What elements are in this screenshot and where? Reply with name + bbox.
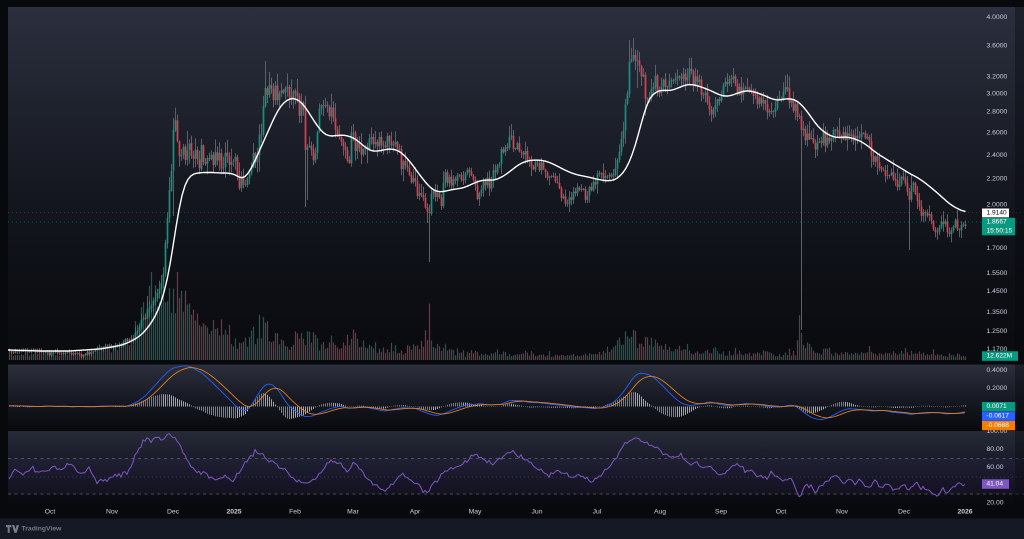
svg-text:May: May [469, 509, 482, 516]
svg-text:3.2000: 3.2000 [987, 74, 1008, 81]
svg-text:2025: 2025 [226, 509, 241, 516]
svg-text:Oct: Oct [45, 509, 56, 516]
svg-text:Nov: Nov [106, 509, 119, 516]
svg-text:3.6000: 3.6000 [987, 43, 1008, 50]
svg-text:1.2500: 1.2500 [987, 328, 1008, 335]
svg-text:1.4500: 1.4500 [987, 288, 1008, 295]
svg-text:Jul: Jul [593, 509, 602, 516]
svg-text:1.3500: 1.3500 [987, 309, 1008, 316]
svg-text:3.0000: 3.0000 [987, 91, 1008, 98]
svg-text:0.4000: 0.4000 [987, 367, 1008, 374]
svg-text:2.2000: 2.2000 [987, 176, 1008, 183]
svg-text:Sep: Sep [715, 509, 727, 516]
svg-text:4.0000: 4.0000 [987, 14, 1008, 21]
svg-text:41.04: 41.04 [987, 481, 1004, 488]
svg-text:-0.0688: -0.0688 [987, 422, 1010, 429]
svg-text:TradingView: TradingView [22, 526, 63, 533]
svg-text:0.2000: 0.2000 [987, 385, 1008, 392]
svg-text:80.00: 80.00 [987, 446, 1004, 453]
svg-text:2026: 2026 [957, 509, 972, 516]
svg-text:2.4000: 2.4000 [987, 152, 1008, 159]
svg-text:12.622M: 12.622M [987, 353, 1013, 360]
svg-text:60.00: 60.00 [987, 464, 1004, 471]
svg-text:1.5500: 1.5500 [987, 270, 1008, 277]
svg-text:-0.0617: -0.0617 [987, 413, 1010, 420]
svg-text:15:50:15: 15:50:15 [987, 227, 1013, 234]
svg-text:1.8667: 1.8667 [987, 219, 1008, 226]
svg-text:Mar: Mar [347, 509, 359, 516]
svg-text:Aug: Aug [654, 509, 666, 516]
svg-text:Apr: Apr [410, 509, 421, 516]
svg-text:2.8000: 2.8000 [987, 109, 1008, 116]
svg-text:Jun: Jun [532, 509, 543, 516]
svg-text:Dec: Dec [167, 509, 180, 516]
svg-text:Dec: Dec [898, 509, 911, 516]
svg-text:0.0071: 0.0071 [987, 403, 1008, 410]
svg-text:100.00: 100.00 [987, 428, 1008, 435]
svg-text:Nov: Nov [836, 509, 849, 516]
svg-text:20.00: 20.00 [987, 500, 1004, 507]
svg-text:1.1700: 1.1700 [987, 346, 1008, 353]
svg-text:1.7000: 1.7000 [987, 245, 1008, 252]
svg-text:Feb: Feb [289, 509, 301, 516]
svg-text:2.0000: 2.0000 [987, 202, 1008, 209]
svg-text:Oct: Oct [776, 509, 787, 516]
svg-text:2.6000: 2.6000 [987, 130, 1008, 137]
svg-text:1.9140: 1.9140 [987, 209, 1008, 216]
